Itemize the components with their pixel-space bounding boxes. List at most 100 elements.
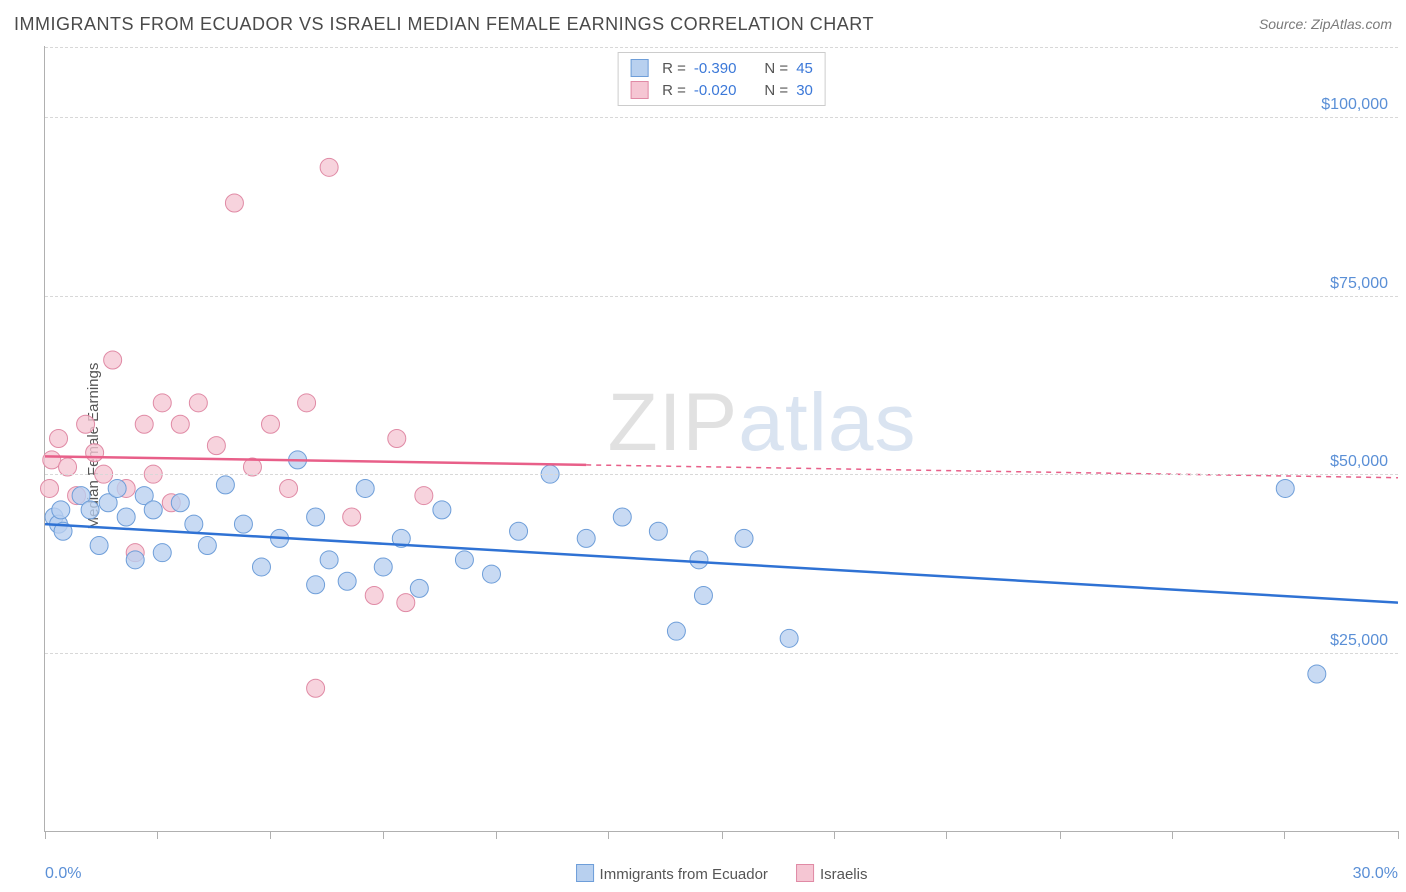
point-ecuador [690, 551, 708, 569]
legend-row: R = -0.390 N = 45 [630, 57, 813, 79]
point-israeli [207, 437, 225, 455]
point-ecuador [108, 479, 126, 497]
point-ecuador [482, 565, 500, 583]
x-tick [834, 831, 835, 839]
legend-n-value: 45 [796, 60, 813, 77]
point-ecuador [735, 529, 753, 547]
legend-n-prefix: N = [764, 60, 788, 77]
chart-source: Source: ZipAtlas.com [1259, 16, 1392, 32]
point-israeli [153, 394, 171, 412]
x-tick [270, 831, 271, 839]
x-tick [157, 831, 158, 839]
point-israeli [86, 444, 104, 462]
y-tick-label: $25,000 [1330, 632, 1388, 650]
legend-item: Israelis [796, 864, 868, 883]
point-ecuador [649, 522, 667, 540]
point-ecuador [694, 587, 712, 605]
x-tick [45, 831, 46, 839]
point-ecuador [216, 476, 234, 494]
x-axis-min-label: 0.0% [45, 865, 81, 883]
point-ecuador [144, 501, 162, 519]
point-ecuador [198, 537, 216, 555]
point-israeli [50, 430, 68, 448]
gridline [45, 474, 1398, 475]
point-israeli [189, 394, 207, 412]
y-tick-label: $75,000 [1330, 275, 1388, 293]
legend-r-prefix: R = [662, 82, 686, 99]
point-israeli [41, 479, 59, 497]
point-ecuador [1308, 665, 1326, 683]
trendline-b-dashed [586, 465, 1398, 478]
point-israeli [365, 587, 383, 605]
point-israeli [415, 487, 433, 505]
point-ecuador [185, 515, 203, 533]
point-israeli [280, 479, 298, 497]
legend-swatch [796, 864, 814, 882]
point-israeli [343, 508, 361, 526]
point-israeli [298, 394, 316, 412]
legend-n-prefix: N = [764, 82, 788, 99]
x-tick [383, 831, 384, 839]
x-tick [722, 831, 723, 839]
source-name: ZipAtlas.com [1311, 16, 1392, 32]
point-ecuador [90, 537, 108, 555]
plot-area: ZIPatlas R = -0.390N = 45R = -0.020N = 3… [44, 46, 1398, 832]
point-ecuador [320, 551, 338, 569]
x-tick [1398, 831, 1399, 839]
point-ecuador [433, 501, 451, 519]
point-ecuador [1276, 479, 1294, 497]
point-ecuador [81, 501, 99, 519]
series-legend: Immigrants from Ecuador Israelis [576, 864, 868, 883]
point-israeli [135, 415, 153, 433]
point-ecuador [780, 629, 798, 647]
legend-label: Immigrants from Ecuador [600, 866, 768, 883]
point-israeli [104, 351, 122, 369]
x-tick [608, 831, 609, 839]
point-israeli [225, 194, 243, 212]
point-israeli [43, 451, 61, 469]
point-ecuador [126, 551, 144, 569]
gridline [45, 296, 1398, 297]
point-israeli [307, 679, 325, 697]
point-ecuador [613, 508, 631, 526]
point-ecuador [374, 558, 392, 576]
x-tick [1172, 831, 1173, 839]
x-tick [946, 831, 947, 839]
plot-svg [45, 46, 1398, 831]
legend-n-value: 30 [796, 82, 813, 99]
x-tick [496, 831, 497, 839]
point-ecuador [577, 529, 595, 547]
trendline-a [45, 524, 1398, 603]
point-ecuador [356, 479, 374, 497]
gridline [45, 47, 1398, 48]
point-israeli [320, 158, 338, 176]
x-tick [1284, 831, 1285, 839]
legend-r-value: -0.390 [694, 60, 737, 77]
point-ecuador [252, 558, 270, 576]
point-ecuador [338, 572, 356, 590]
point-ecuador [410, 579, 428, 597]
x-axis-max-label: 30.0% [1353, 865, 1398, 883]
source-prefix: Source: [1259, 16, 1311, 32]
point-ecuador [307, 508, 325, 526]
point-ecuador [510, 522, 528, 540]
legend-label: Israelis [820, 866, 868, 883]
point-ecuador [52, 501, 70, 519]
y-tick-label: $50,000 [1330, 453, 1388, 471]
legend-r-prefix: R = [662, 60, 686, 77]
legend-row: R = -0.020N = 30 [630, 79, 813, 101]
trendline-b [45, 456, 586, 465]
chart-title: IMMIGRANTS FROM ECUADOR VS ISRAELI MEDIA… [14, 14, 874, 35]
point-ecuador [117, 508, 135, 526]
gridline [45, 117, 1398, 118]
point-ecuador [234, 515, 252, 533]
point-ecuador [455, 551, 473, 569]
point-ecuador [171, 494, 189, 512]
point-israeli [171, 415, 189, 433]
legend-swatch [576, 864, 594, 882]
point-israeli [262, 415, 280, 433]
point-ecuador [153, 544, 171, 562]
point-ecuador [307, 576, 325, 594]
point-israeli [388, 430, 406, 448]
correlation-legend: R = -0.390 N = 45 R = -0.020N = 30 [617, 52, 826, 106]
